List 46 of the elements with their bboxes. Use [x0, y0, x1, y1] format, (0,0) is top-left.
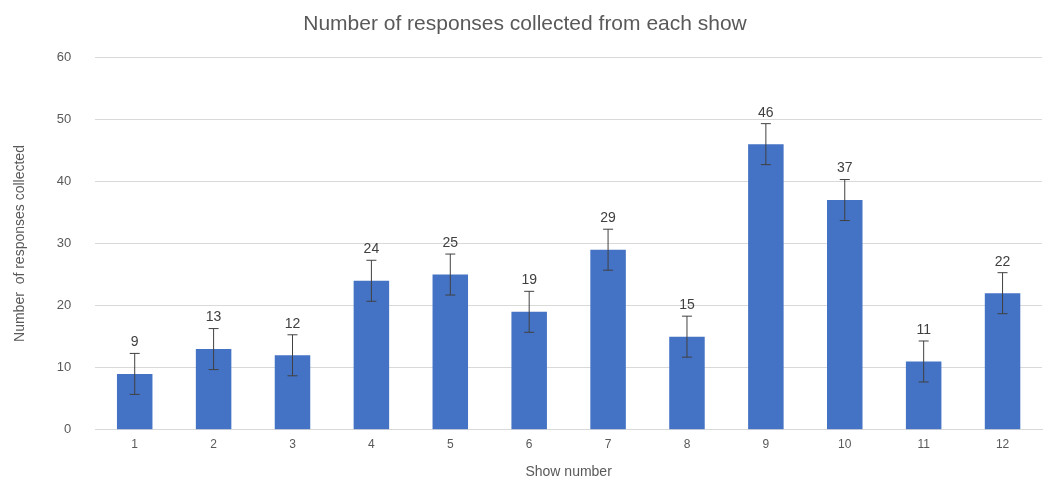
x-tick-label: 10 — [838, 437, 852, 452]
x-axis-title: Show number — [525, 463, 613, 480]
x-tick-label: 12 — [995, 437, 1010, 452]
x-tick-label: 7 — [604, 437, 612, 452]
bar — [116, 373, 153, 430]
data-label: 12 — [284, 314, 301, 331]
x-tick-label: 8 — [683, 437, 691, 452]
data-label: 46 — [758, 103, 774, 120]
x-tick-label: 3 — [289, 437, 297, 452]
bar — [984, 293, 1021, 430]
data-label: 37 — [836, 159, 853, 176]
y-axis-title: Number of responses collected — [11, 145, 28, 342]
chart-title: Number of responses collected from each show — [303, 11, 748, 35]
bar — [195, 349, 232, 430]
bar — [511, 311, 547, 430]
x-tick-label: 11 — [917, 437, 931, 452]
bar — [432, 274, 469, 430]
data-label: 15 — [679, 296, 695, 313]
data-label: 24 — [363, 240, 380, 257]
y-tick-label: 50 — [56, 110, 72, 126]
bar — [748, 144, 784, 430]
y-tick-label: 0 — [64, 421, 72, 437]
x-tick-label: 9 — [762, 437, 770, 452]
data-label: 11 — [916, 320, 932, 337]
data-label: 25 — [442, 233, 459, 250]
x-tick-label: 2 — [210, 437, 218, 452]
y-tick-label: 40 — [56, 172, 72, 188]
data-label: 9 — [130, 333, 139, 350]
data-label: 29 — [600, 209, 617, 226]
data-label: 13 — [205, 308, 222, 325]
bar — [353, 280, 390, 430]
y-tick-label: 30 — [56, 235, 72, 251]
bar — [669, 336, 705, 430]
bar — [274, 355, 311, 430]
bar — [590, 249, 626, 430]
x-tick-label: 4 — [368, 437, 376, 452]
data-label: 22 — [994, 252, 1011, 269]
data-label: 19 — [521, 271, 538, 288]
x-tick-label: 1 — [131, 437, 139, 452]
x-tick-label: 6 — [525, 437, 533, 452]
y-tick-label: 20 — [56, 297, 72, 313]
y-tick-label: 10 — [56, 359, 72, 375]
y-tick-label: 60 — [56, 48, 72, 64]
bar — [827, 200, 863, 430]
x-tick-label: 5 — [446, 437, 454, 452]
bar — [905, 361, 942, 430]
